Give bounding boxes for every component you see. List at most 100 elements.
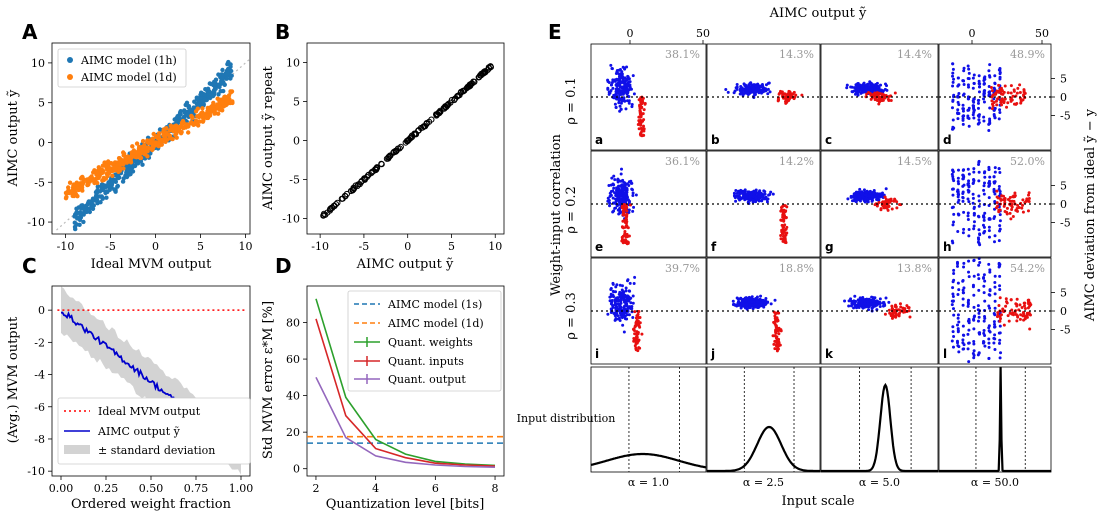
scatter-cell-frame bbox=[706, 43, 821, 151]
point-red bbox=[1023, 314, 1027, 318]
point-blue bbox=[955, 339, 959, 343]
point-blue bbox=[851, 199, 855, 203]
point-blue bbox=[998, 356, 1002, 360]
point-blue bbox=[966, 214, 970, 218]
point-blue bbox=[620, 76, 624, 80]
point-blue bbox=[992, 175, 996, 179]
error-percentage: 36.1% bbox=[665, 155, 700, 168]
point-blue bbox=[956, 344, 960, 348]
panel-b-xlabel: AIMC output ỹ bbox=[356, 257, 454, 272]
point-red bbox=[635, 335, 639, 339]
point-blue bbox=[987, 345, 991, 349]
point-1h bbox=[203, 87, 208, 92]
point-blue bbox=[620, 92, 624, 96]
point-blue bbox=[861, 84, 865, 88]
panel-e-right-label: AIMC deviation from ideal ỹ − y bbox=[1083, 108, 1098, 322]
scatter-cell-0-3: d 48.9% bbox=[938, 43, 1052, 151]
point-blue bbox=[863, 193, 867, 197]
point-blue bbox=[749, 193, 753, 197]
point-blue bbox=[857, 306, 861, 310]
point-red bbox=[621, 211, 625, 215]
subpanel-letter: i bbox=[595, 347, 599, 361]
point-red bbox=[1015, 297, 1019, 301]
panel-e-chart: a38.1%b14.3%c14.4%d48.9%50-5e36.1%f14.2%… bbox=[517, 6, 1098, 509]
point-blue bbox=[877, 197, 881, 201]
point-red bbox=[1025, 197, 1029, 201]
point-red bbox=[1009, 91, 1013, 95]
point-blue bbox=[748, 196, 752, 200]
point-red bbox=[1009, 99, 1013, 103]
point-blue bbox=[630, 307, 634, 311]
point-red bbox=[1028, 327, 1032, 331]
error-percentage: 48.9% bbox=[1010, 48, 1045, 61]
point-blue bbox=[987, 262, 991, 266]
point-blue bbox=[967, 259, 971, 263]
point-blue bbox=[629, 296, 633, 300]
point-blue bbox=[967, 227, 971, 231]
point-blue bbox=[972, 305, 976, 309]
point-blue bbox=[977, 277, 981, 281]
right-ytick-label: 5 bbox=[1060, 180, 1067, 193]
point-red bbox=[890, 304, 894, 308]
point-blue bbox=[621, 293, 625, 297]
point-blue bbox=[873, 195, 877, 199]
point-red bbox=[784, 227, 788, 231]
point-1d bbox=[118, 161, 123, 167]
point-blue bbox=[956, 293, 960, 297]
panel-c-legend: Ideal MVM output AIMC output ỹ ± standar… bbox=[57, 397, 251, 465]
point-1h bbox=[185, 111, 190, 117]
point-blue bbox=[966, 211, 970, 215]
point-blue bbox=[951, 174, 955, 178]
point-red bbox=[999, 92, 1003, 96]
point-1h bbox=[216, 92, 221, 97]
point-blue bbox=[961, 196, 965, 200]
point-blue bbox=[972, 349, 976, 353]
panel-d-legend: AIMC model (1s) AIMC model (1d) Quant. w… bbox=[347, 290, 502, 392]
panel-c-ytick-label: -4 bbox=[34, 369, 45, 382]
point-1d bbox=[106, 170, 112, 176]
point-blue bbox=[616, 314, 620, 318]
point-blue bbox=[739, 304, 743, 308]
point-red bbox=[634, 346, 638, 350]
point-1h bbox=[104, 195, 109, 200]
point-blue bbox=[871, 83, 875, 87]
point-blue bbox=[977, 215, 981, 219]
point-blue bbox=[977, 79, 981, 83]
scatter-cell-0-2: c 14.4% bbox=[820, 43, 939, 151]
point-blue bbox=[619, 89, 623, 93]
point-blue bbox=[857, 194, 861, 198]
point-1d bbox=[95, 175, 100, 181]
error-percentage: 14.3% bbox=[779, 48, 814, 61]
point-blue bbox=[987, 196, 991, 200]
point-blue bbox=[611, 86, 615, 90]
point-1h bbox=[99, 182, 105, 187]
point-blue bbox=[771, 192, 775, 196]
panel-c-legend-aimc: AIMC output ỹ bbox=[97, 425, 181, 438]
point-red bbox=[638, 113, 642, 117]
point-1d bbox=[150, 136, 156, 141]
point-red bbox=[776, 346, 780, 350]
point-red bbox=[898, 203, 902, 207]
point-red bbox=[1026, 209, 1030, 213]
point-blue bbox=[993, 74, 997, 78]
point-blue bbox=[752, 90, 756, 94]
point-red bbox=[1025, 311, 1029, 315]
point-blue bbox=[967, 71, 971, 75]
point-1h bbox=[74, 206, 79, 211]
point-blue bbox=[951, 98, 955, 102]
point-blue bbox=[971, 86, 975, 90]
series-line-4 bbox=[315, 376, 496, 468]
point-blue bbox=[607, 183, 611, 187]
point-blue bbox=[743, 193, 747, 197]
panel-d-legend-1d: AIMC model (1d) bbox=[387, 317, 484, 330]
point-1d bbox=[173, 123, 179, 128]
point-blue bbox=[952, 179, 956, 183]
point-blue bbox=[628, 83, 632, 87]
point-red bbox=[884, 197, 888, 201]
point-blue bbox=[627, 208, 631, 212]
point-blue bbox=[732, 191, 736, 195]
panel-e-top-tick-50b: 50 bbox=[1035, 27, 1049, 40]
point-blue bbox=[623, 84, 627, 88]
point-blue bbox=[739, 306, 743, 310]
point-blue bbox=[983, 279, 987, 283]
